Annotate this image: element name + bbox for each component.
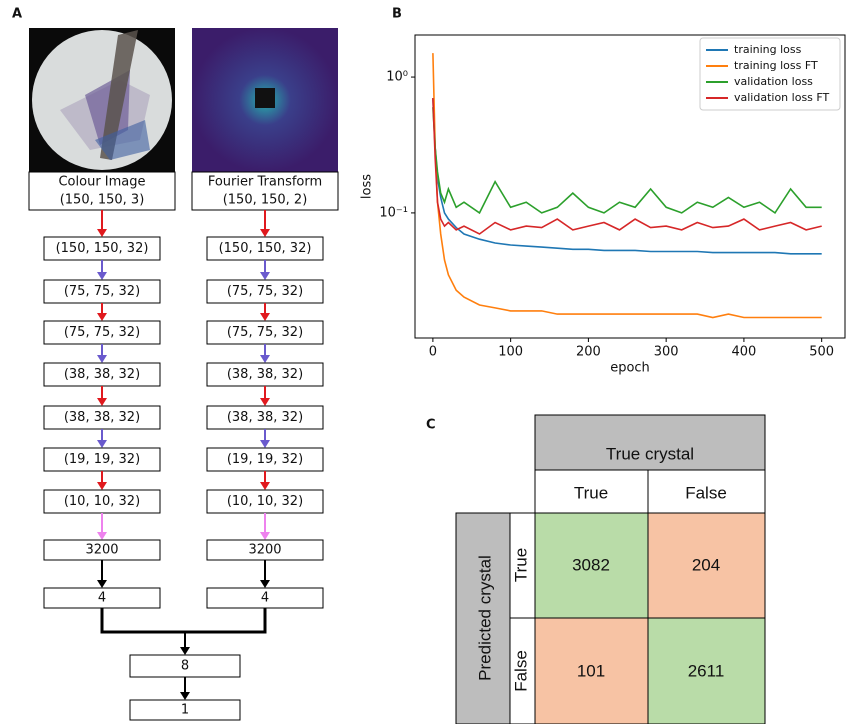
layer-label: (38, 38, 32)	[64, 367, 140, 382]
series-line	[432, 98, 822, 235]
layer-label: (75, 75, 32)	[227, 325, 303, 340]
arrow-head	[97, 440, 107, 448]
x-tick-label: 0	[429, 345, 437, 360]
row-label: False	[511, 650, 530, 692]
y-tick-label: 10⁻¹	[379, 205, 408, 220]
layer-label: (75, 75, 32)	[64, 284, 140, 299]
cell-value: 2611	[688, 661, 725, 680]
arrow-head	[97, 580, 107, 588]
column-header: True crystal	[606, 444, 694, 463]
arrow-head	[260, 355, 270, 363]
arrow-head	[97, 532, 107, 540]
layer-label: 1	[181, 703, 189, 718]
panel-label: A	[12, 7, 22, 22]
layer-label: (150, 150, 32)	[219, 241, 312, 256]
cell-value: 101	[577, 661, 605, 680]
arrow-head	[260, 532, 270, 540]
legend-label: training loss FT	[734, 59, 818, 72]
layer-label: (75, 75, 32)	[227, 284, 303, 299]
legend-label: validation loss FT	[734, 91, 830, 104]
arrow-head	[260, 580, 270, 588]
layer-label: (150, 150, 32)	[56, 241, 149, 256]
arrow-head	[260, 313, 270, 321]
arrow-head	[97, 398, 107, 406]
layer-label: 8	[181, 659, 189, 674]
cell-value: 3082	[572, 555, 610, 574]
arrow-head	[260, 398, 270, 406]
y-tick-label: 10⁰	[386, 70, 408, 85]
input-title: Colour Image	[58, 175, 145, 190]
fourier-image	[192, 28, 338, 172]
x-axis-label: epoch	[610, 361, 650, 376]
series-line	[432, 98, 822, 255]
legend-box	[699, 37, 841, 111]
arrow-head	[260, 272, 270, 280]
arrow-head	[180, 647, 190, 655]
x-tick-label: 200	[576, 345, 601, 360]
panel-label: C	[426, 418, 436, 433]
arrow-head	[97, 229, 107, 237]
layer-label: (10, 10, 32)	[227, 494, 303, 509]
layer-label: (19, 19, 32)	[64, 452, 140, 467]
legend-label: validation loss	[734, 75, 813, 88]
colour-image	[29, 28, 175, 172]
arrow-head	[260, 229, 270, 237]
series-line	[432, 53, 822, 319]
series-line	[432, 107, 822, 215]
x-tick-label: 400	[732, 345, 757, 360]
arrow-head	[97, 355, 107, 363]
x-tick-label: 500	[809, 345, 834, 360]
plot-frame	[414, 34, 846, 339]
y-axis-label: loss	[360, 174, 375, 199]
row-label: True	[511, 548, 530, 582]
layer-label: 3200	[248, 543, 281, 558]
column-label: False	[685, 483, 727, 502]
x-tick-label: 100	[498, 345, 523, 360]
x-tick-label: 300	[654, 345, 679, 360]
merge-line	[100, 608, 267, 634]
layer-label: (38, 38, 32)	[227, 367, 303, 382]
input-shape: (150, 150, 2)	[223, 193, 308, 208]
arrow-head	[260, 482, 270, 490]
arrow-head	[97, 272, 107, 280]
input-box	[28, 171, 176, 211]
layer-label: (75, 75, 32)	[64, 325, 140, 340]
layer-label: 3200	[85, 543, 118, 558]
column-label: True	[574, 483, 608, 502]
layer-box	[129, 699, 241, 721]
input-shape: (150, 150, 3)	[60, 193, 145, 208]
panel-label: B	[392, 7, 402, 22]
legend-label: training loss	[734, 43, 802, 56]
layer-label: 4	[98, 591, 106, 606]
row-header: Predicted crystal	[475, 555, 494, 681]
arrow-head	[260, 440, 270, 448]
layer-label: 4	[261, 591, 269, 606]
input-title: Fourier Transform	[208, 175, 322, 190]
layer-label: (10, 10, 32)	[64, 494, 140, 509]
arrow-head	[97, 482, 107, 490]
arrow-head	[97, 313, 107, 321]
input-box	[191, 171, 339, 211]
layer-label: (38, 38, 32)	[227, 410, 303, 425]
layer-label: (38, 38, 32)	[64, 410, 140, 425]
arrow-head	[180, 692, 190, 700]
confusion-matrix: True crystal True False Predicted crysta…	[455, 414, 766, 724]
layer-label: (19, 19, 32)	[227, 452, 303, 467]
cell-value: 204	[692, 555, 720, 574]
